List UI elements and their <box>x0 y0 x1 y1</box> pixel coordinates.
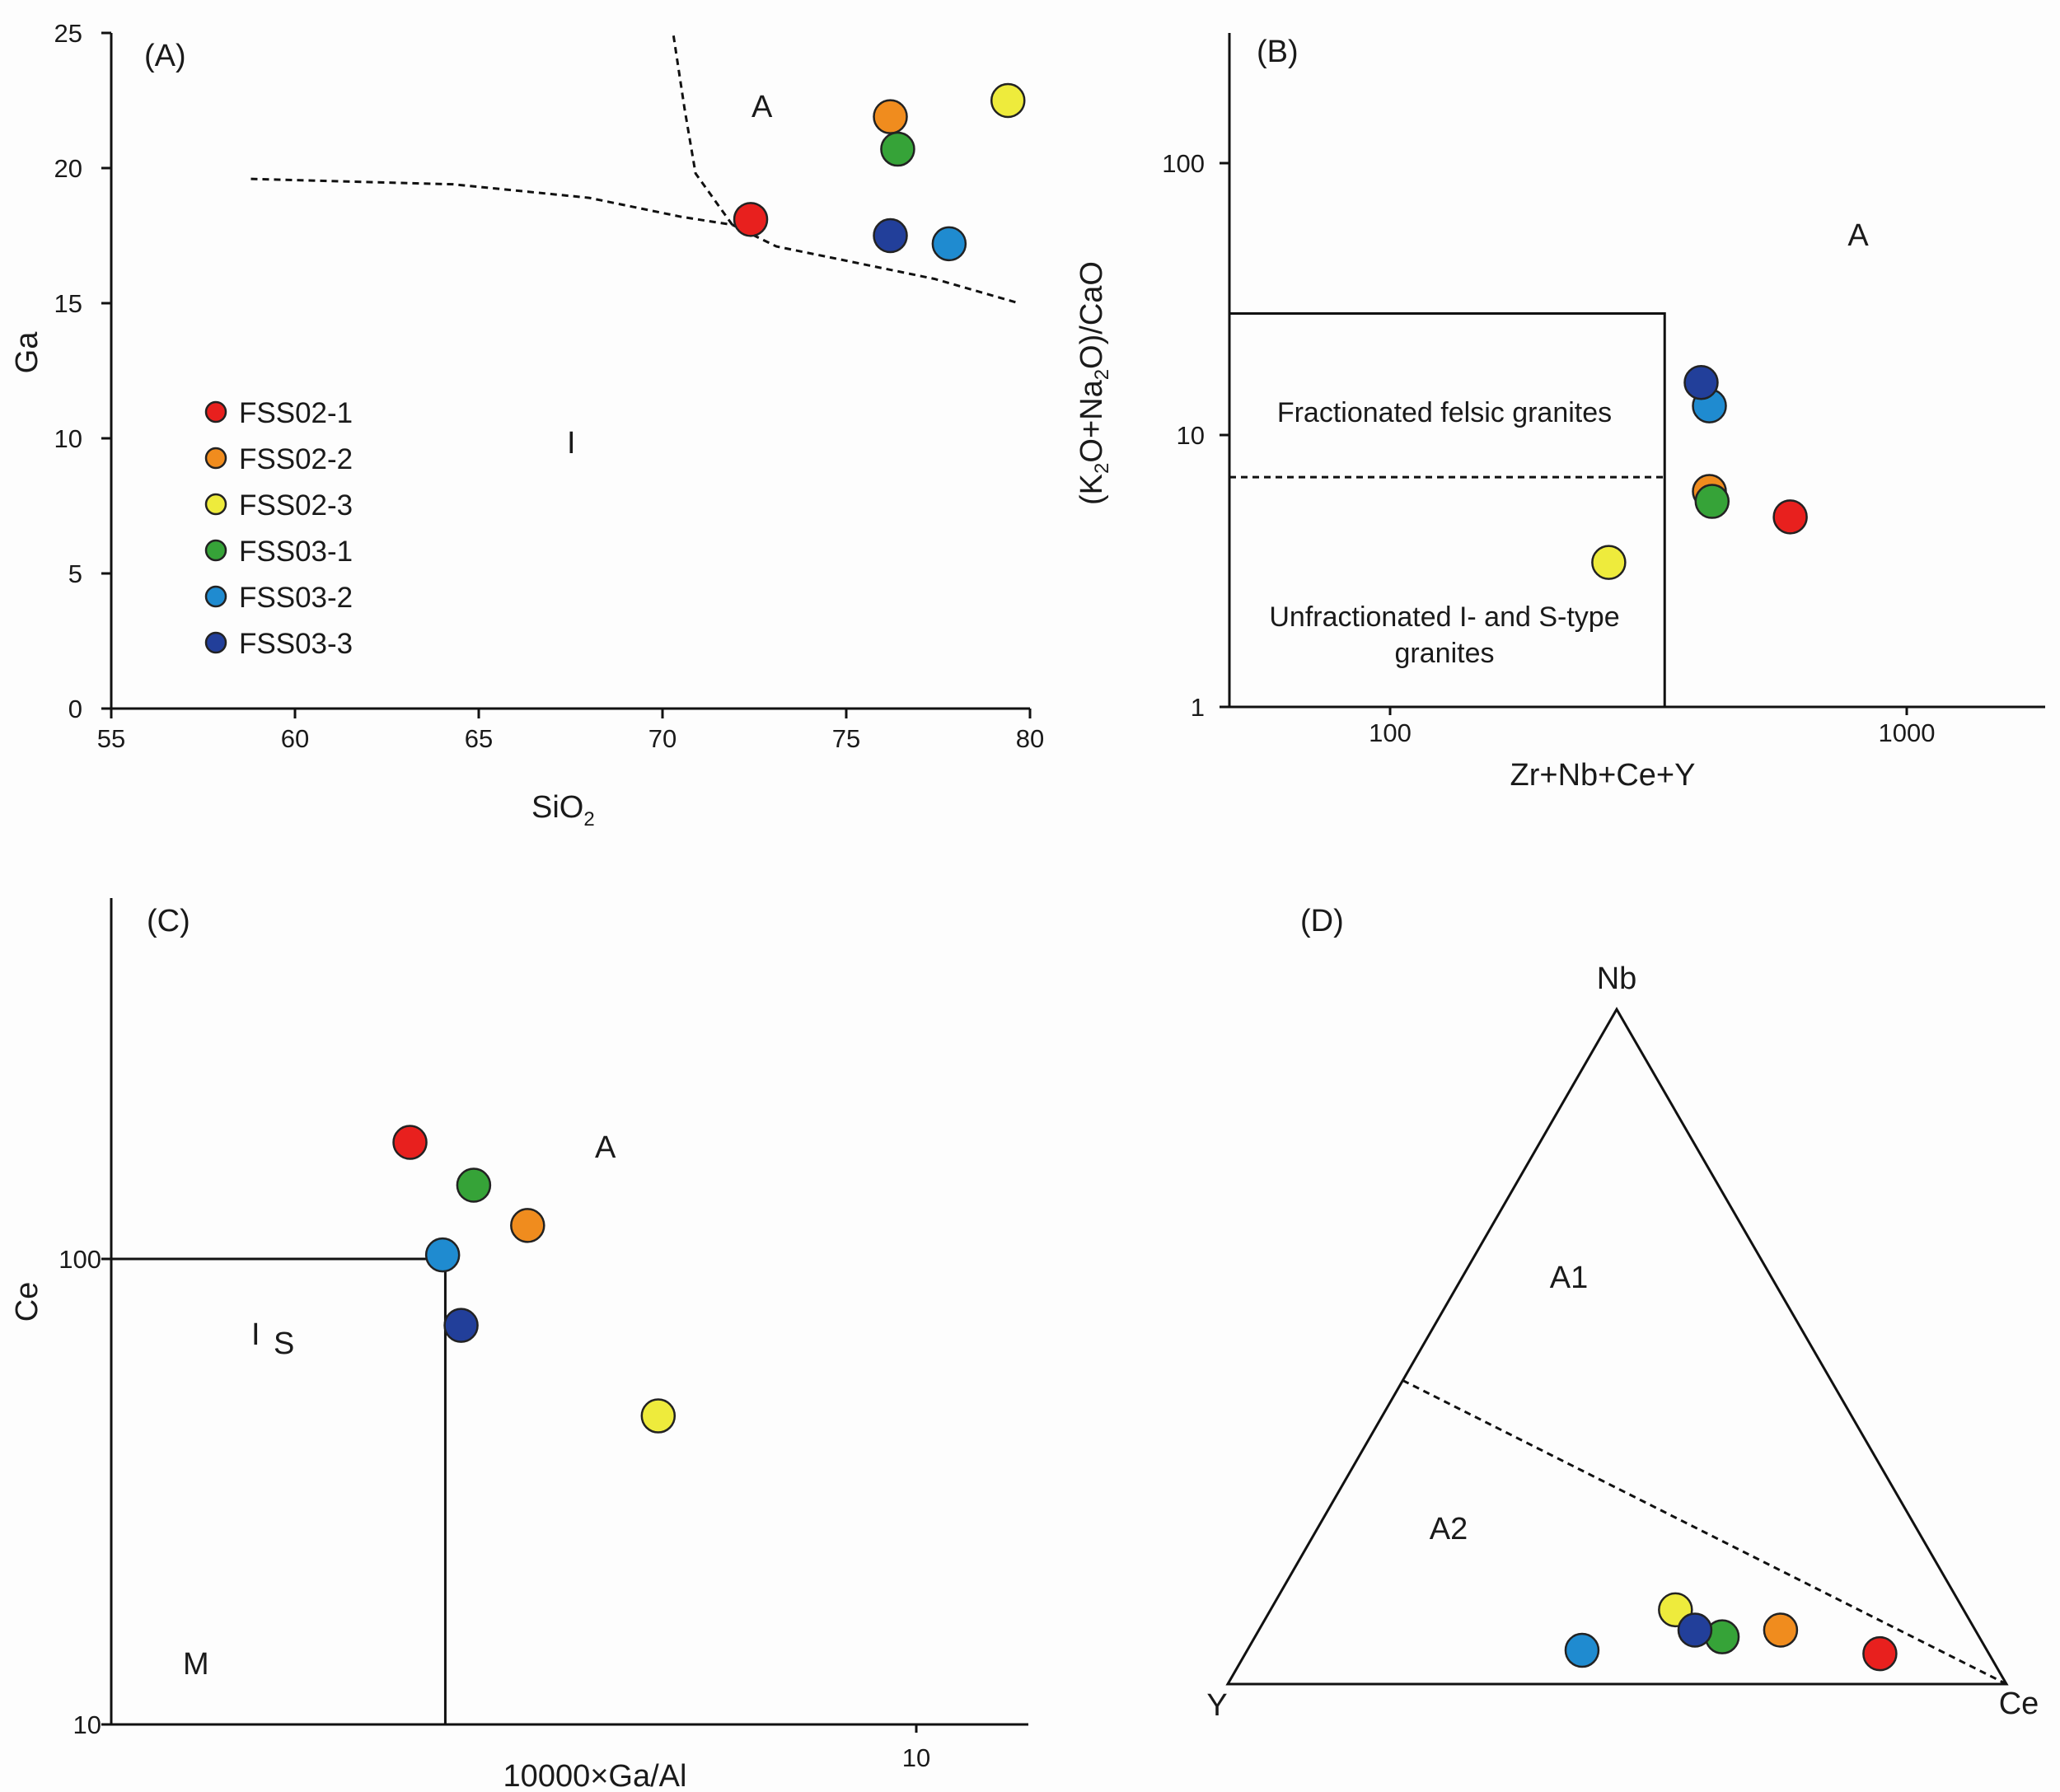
legend: FSS02-1 FSS02-2 FSS02-3 FSS03-1 FSS03-2 FSS03… <box>204 397 353 660</box>
panel-a-label: (A) <box>144 39 186 73</box>
legend-label-fss03-1: FSS03-1 <box>239 536 353 568</box>
panel-a-y-tick-label: 10 <box>54 424 82 453</box>
panel-c-field-a: A <box>595 1130 616 1165</box>
legend-swatch-fss02-2 <box>204 447 227 470</box>
panel-d-triangle <box>1225 1006 2009 1686</box>
panel-d-point-fss03-2 <box>1564 1632 1600 1668</box>
panel-b-point-fss03-3 <box>1683 365 1719 400</box>
legend-label-fss02-2: FSS02-2 <box>239 443 353 475</box>
panel-a-point-fss02-2 <box>873 99 908 134</box>
panel-c: (C) A I S M 10 10 100 10000×Ga/Al Ce <box>10 898 1028 1792</box>
panel-a-field-i: I <box>567 426 576 461</box>
panel-d-field-a2: A2 <box>1430 1512 1468 1546</box>
panel-b-boundaries <box>1229 311 1666 707</box>
panel-a-y-tick-label: 0 <box>68 695 82 723</box>
panel-b-field-a: A <box>1847 218 1869 253</box>
panel-c-point-fss02-1 <box>392 1125 428 1160</box>
panel-a-axes: 55 60 65 70 75 80 0 5 10 15 20 25 <box>54 19 1045 753</box>
panel-a: (A) A I 55 60 65 70 75 80 0 5 10 15 20 25 Ga SiO2 F… <box>10 19 1044 830</box>
panel-b-x-tick-label: 1000 <box>1879 718 1936 747</box>
legend-swatch-fss03-3 <box>204 631 227 654</box>
panel-d-boundary-1 <box>1402 1379 2007 1686</box>
panel-c-y-axis-title: Ce <box>10 1282 44 1322</box>
panel-c-y-tick-label: 10 <box>73 1710 101 1739</box>
panel-d-point-fss02-2 <box>1763 1612 1799 1648</box>
panel-a-point-fss02-3 <box>990 82 1026 119</box>
panel-c-field-m: M <box>183 1647 209 1682</box>
panel-a-y-tick-label: 20 <box>54 154 82 183</box>
legend-label-fss03-2: FSS03-2 <box>239 582 353 614</box>
panel-c-label: (C) <box>147 904 190 938</box>
panel-c-point-fss03-2 <box>424 1237 461 1273</box>
panel-b-label: (B) <box>1257 35 1299 69</box>
panel-b-y-tick-label: 100 <box>1162 149 1205 178</box>
panel-d-label: (D) <box>1300 904 1344 938</box>
legend-swatch-fss02-3 <box>204 493 227 516</box>
panel-a-point-fss03-2 <box>931 226 967 262</box>
panel-b: (B) A Fractionated felsic granites Unfra… <box>1074 33 2045 793</box>
panel-a-y-tick-label: 5 <box>68 559 82 588</box>
panel-b-point-fss02-1 <box>1772 499 1808 535</box>
panel-a-x-tick-label: 55 <box>97 724 125 753</box>
panel-a-x-tick-label: 70 <box>648 724 677 753</box>
panel-c-axes: 10 10 100 <box>59 898 1028 1772</box>
panel-d: (D) Nb Y Ce A1 A2 <box>1206 904 2039 1723</box>
panel-c-field-s: S <box>274 1326 294 1361</box>
legend-label-fss02-1: FSS02-1 <box>239 397 353 429</box>
panel-c-point-fss03-1 <box>456 1167 492 1203</box>
panel-c-field-i: I <box>251 1317 260 1352</box>
panel-b-x-axis-title: Zr+Nb+Ce+Y <box>1510 758 1696 793</box>
panel-a-x-axis-title: SiO2 <box>531 790 595 830</box>
panel-d-boundaries <box>1402 1379 2007 1686</box>
panel-b-y-tick-label: 10 <box>1177 421 1205 450</box>
panel-b-point-fss02-3 <box>1591 545 1627 580</box>
panel-b-point-fss03-1 <box>1694 484 1730 519</box>
panel-a-boundary-2 <box>672 35 733 226</box>
panel-d-point-fss02-1 <box>1862 1635 1898 1672</box>
panel-c-point-fss02-2 <box>510 1208 545 1243</box>
panel-b-axes: 100 1000 1 10 100 <box>1162 33 2045 747</box>
panel-a-y-tick-label: 15 <box>54 289 82 318</box>
panel-a-x-tick-label: 75 <box>832 724 860 753</box>
panel-c-points <box>392 1125 677 1434</box>
legend-swatch-fss02-1 <box>204 400 227 423</box>
panel-a-x-tick-label: 60 <box>281 724 309 753</box>
panel-a-field-a: A <box>751 90 773 124</box>
panel-d-field-a1: A1 <box>1550 1261 1588 1295</box>
legend-label-fss02-3: FSS02-3 <box>239 489 353 522</box>
legend-swatch-fss03-2 <box>204 585 227 608</box>
legend-label-fss03-3: FSS03-3 <box>239 628 353 660</box>
panel-a-y-axis-title: Ga <box>10 331 44 374</box>
panel-a-boundary-1 <box>250 177 1020 305</box>
panel-a-point-fss03-1 <box>880 131 915 167</box>
panel-d-apex-ce: Ce <box>1999 1687 2039 1721</box>
legend-swatch-fss03-1 <box>204 539 227 562</box>
panel-d-apex-nb: Nb <box>1597 962 1637 996</box>
panel-b-points <box>1591 365 1808 580</box>
panel-a-points <box>733 82 1026 262</box>
panel-a-boundaries <box>250 35 1020 305</box>
panel-d-apex-y: Y <box>1206 1688 1227 1723</box>
panel-a-point-fss03-3 <box>873 218 908 254</box>
panel-c-x-axis-title: 10000×Ga/Al <box>503 1759 687 1792</box>
panel-d-ternary-frame <box>1225 1006 2009 1686</box>
panel-b-field-fractionated: Fractionated felsic granites <box>1277 397 1612 428</box>
panel-d-point-fss03-3 <box>1677 1612 1713 1648</box>
panel-b-field-unfractionated: Unfractionated I- and S-type granites <box>1269 601 1619 669</box>
panel-c-point-fss02-3 <box>640 1398 677 1434</box>
panel-c-point-fss03-3 <box>443 1308 479 1343</box>
panel-a-x-tick-label: 65 <box>465 724 493 753</box>
panel-b-y-tick-label: 1 <box>1191 693 1205 722</box>
panel-a-point-fss02-1 <box>733 202 769 237</box>
panel-b-x-tick-label: 100 <box>1369 718 1412 747</box>
panel-a-y-tick-label: 25 <box>54 19 82 48</box>
panel-c-x-tick-label: 10 <box>902 1743 930 1772</box>
panel-b-boundary-1 <box>1229 311 1666 707</box>
panel-a-x-tick-label: 80 <box>1016 724 1044 753</box>
panel-b-y-axis-title: (K2O+Na2O)/CaO <box>1074 261 1113 505</box>
panel-d-points <box>1564 1592 1898 1672</box>
panel-c-y-tick-label: 100 <box>59 1245 101 1274</box>
